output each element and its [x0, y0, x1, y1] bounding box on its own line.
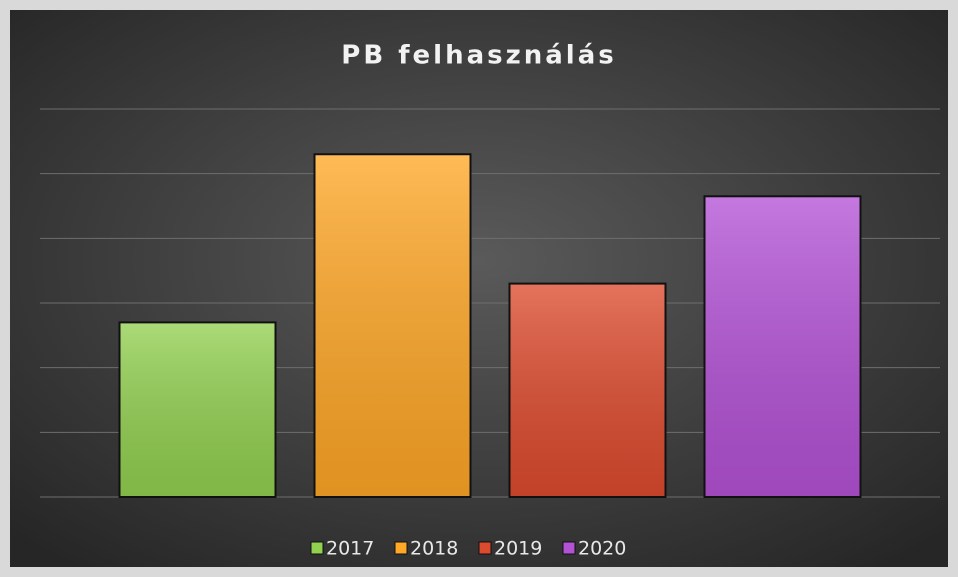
- bar: [118, 321, 277, 498]
- legend-swatch: [478, 541, 492, 555]
- legend-label: 2017: [326, 538, 374, 560]
- chart-title: PB felhasználás: [341, 41, 616, 71]
- legend-label: 2020: [578, 538, 626, 560]
- legend-swatch: [310, 541, 324, 555]
- legend-swatch: [562, 541, 576, 555]
- bar: [703, 195, 862, 499]
- bar: [508, 282, 667, 498]
- legend-swatch: [394, 541, 408, 555]
- bar: [313, 153, 472, 498]
- legend-label: 2018: [410, 538, 458, 560]
- legend-label: 2019: [494, 538, 542, 560]
